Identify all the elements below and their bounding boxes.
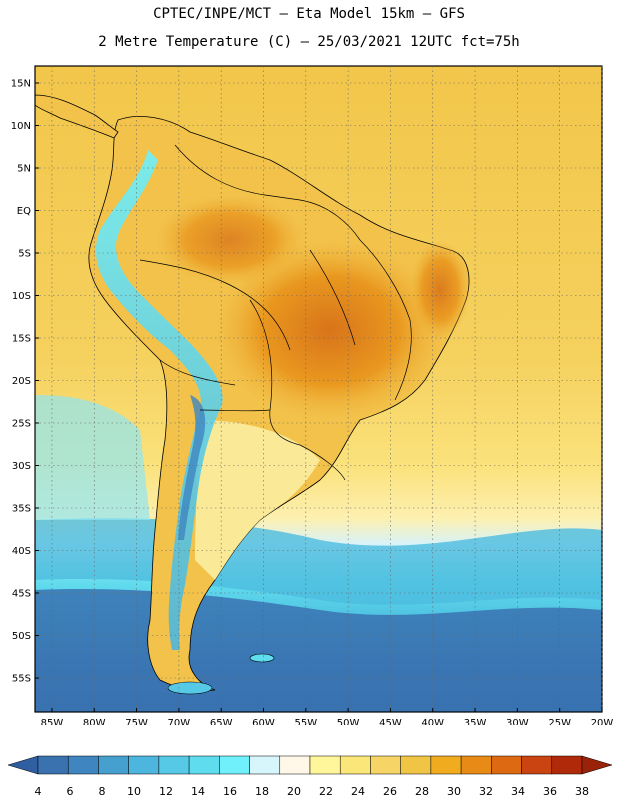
colorbar-cells (7, 755, 613, 775)
colorbar-label: 8 (99, 785, 106, 798)
colorbar-cell (128, 755, 160, 775)
map-frame-group (34, 65, 603, 713)
map-border (34, 65, 603, 713)
colorbar-cell (400, 755, 432, 775)
central-america-land (34, 94, 119, 139)
colorbar-label: 22 (319, 785, 333, 798)
colorbar-label: 26 (383, 785, 397, 798)
lat-label: EQ (17, 206, 31, 217)
lat-label: 20S (12, 376, 31, 387)
colorbar-labels: 4 6 8 10 12 14 16 18 20 22 24 26 28 30 32 34 36 38 (35, 785, 590, 798)
colorbar-label: 20 (287, 785, 301, 798)
lat-label: 10N (11, 121, 31, 132)
colorbar-cell (279, 755, 311, 775)
lat-label: 25S (12, 419, 31, 430)
colorbar-cell (98, 755, 129, 775)
lon-label: 85W (41, 718, 64, 725)
colorbar-label: 16 (223, 785, 237, 798)
lon-label: 80W (83, 718, 106, 725)
colorbar-label: 30 (447, 785, 461, 798)
temperature-map: 15N 10N 5N EQ 5S 10S 15S 20S 25S 30S 35S 40S 45S 50S 5… (11, 65, 614, 725)
lat-label: 35S (12, 504, 31, 515)
colorbar-cell (370, 755, 401, 775)
lon-label: 35W (464, 718, 487, 725)
colorbar-label: 38 (575, 785, 589, 798)
lat-label: 40S (12, 546, 31, 557)
colorbar-cell (430, 755, 462, 775)
lat-label: 5S (18, 249, 31, 260)
colorbar-cell (249, 755, 281, 775)
colorbar-low-arrow (7, 755, 39, 775)
colorbar-label: 10 (127, 785, 141, 798)
lon-label: 25W (548, 718, 571, 725)
tierra-del-fuego (167, 681, 213, 695)
colorbar-cell (219, 755, 250, 775)
falkland-islands (249, 653, 275, 663)
longitude-labels: 85W 80W 75W 70W 65W 60W 55W 50W 45W 40W 35W 30W 25W 2… (41, 708, 614, 725)
lon-label: 45W (379, 718, 402, 725)
lon-label: 70W (168, 718, 191, 725)
map-subtitle: 2 Metre Temperature (C) – 25/03/2021 12U… (98, 34, 520, 50)
colorbar-label: 36 (543, 785, 557, 798)
lon-label: 60W (252, 718, 275, 725)
lat-label: 15N (11, 79, 31, 90)
colorbar-cell (188, 755, 220, 775)
colorbar-cell (309, 755, 341, 775)
lon-label: 50W (337, 718, 360, 725)
colorbar-high-arrow (581, 755, 613, 775)
lon-label: 20W (591, 718, 614, 725)
lon-label: 30W (506, 718, 529, 725)
lat-label: 10S (12, 291, 31, 302)
lon-label: 75W (125, 718, 148, 725)
pacific-cool (35, 395, 150, 520)
country-borders (139, 144, 412, 481)
lat-label: 5N (17, 164, 31, 175)
colorbar-label: 12 (159, 785, 173, 798)
colorbar-label: 24 (351, 785, 365, 798)
southern-cone-mild (195, 420, 320, 580)
map-title: CPTEC/INPE/MCT – Eta Model 15km – GFS (153, 6, 465, 22)
colorbar-cell (37, 755, 69, 775)
colorbar-label: 4 (35, 785, 42, 798)
lat-label: 55S (12, 674, 31, 685)
lon-label: 40W (421, 718, 444, 725)
colorbar-cell (67, 755, 99, 775)
colorbar-cell (491, 755, 522, 775)
colorbar-label: 34 (511, 785, 525, 798)
latitude-labels: 15N 10N 5N EQ 5S 10S 15S 20S 25S 30S 35S 40S 45S 50S 5… (11, 79, 39, 685)
colorbar-label: 14 (191, 785, 205, 798)
lon-label: 65W (210, 718, 233, 725)
graticule (35, 66, 603, 712)
colorbar-label: 28 (415, 785, 429, 798)
lon-label: 55W (294, 718, 317, 725)
lat-label: 50S (12, 631, 31, 642)
colorbar-label: 6 (67, 785, 74, 798)
colorbar-cell (158, 755, 190, 775)
lat-label: 30S (12, 461, 31, 472)
colorbar: 4 6 8 10 12 14 16 18 20 22 24 26 28 30 32 34 36 38 (7, 755, 613, 798)
colorbar-cell (521, 755, 553, 775)
andes-highest (178, 395, 206, 540)
colorbar-cell (460, 755, 492, 775)
colorbar-label: 18 (255, 785, 269, 798)
colorbar-cell (551, 755, 583, 775)
colorbar-label: 32 (479, 785, 493, 798)
andes-cold-strip (95, 150, 223, 650)
lat-label: 15S (12, 334, 31, 345)
hot-region-west (155, 195, 305, 285)
hot-region-northeast (410, 240, 470, 340)
hot-region-center (215, 240, 445, 420)
colorbar-cell (339, 755, 371, 775)
lat-label: 45S (12, 589, 31, 600)
